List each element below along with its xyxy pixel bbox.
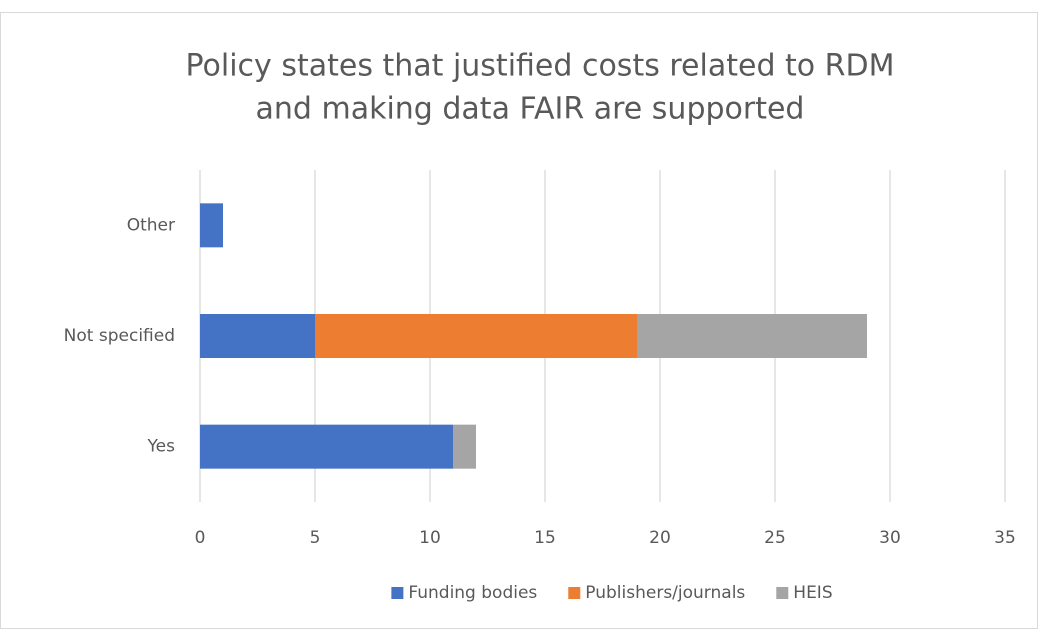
legend-label: Funding bodies xyxy=(408,583,537,603)
x-tick-label: 10 xyxy=(419,528,441,548)
bar-segment xyxy=(453,424,476,469)
x-tick-label: 5 xyxy=(310,528,321,548)
legend-swatch xyxy=(568,587,581,599)
y-tick-label: Other xyxy=(127,215,175,235)
x-tick-label: 25 xyxy=(764,528,786,548)
x-tick-label: 20 xyxy=(649,528,671,548)
chart-title: and making data FAIR are supported xyxy=(256,92,805,127)
legend-label: HEIS xyxy=(793,583,832,603)
legend-swatch xyxy=(391,587,404,599)
x-tick-label: 0 xyxy=(195,528,206,548)
bar-segment xyxy=(200,314,315,358)
x-tick-label: 30 xyxy=(879,528,901,548)
bar-segment xyxy=(200,424,453,469)
bar-segment xyxy=(315,314,637,358)
chart-title: Policy states that justified costs relat… xyxy=(186,49,895,84)
bar-segment xyxy=(637,314,867,358)
y-tick-label: Not specified xyxy=(64,326,175,346)
x-tick-label: 35 xyxy=(994,528,1016,548)
legend-label: Publishers/journals xyxy=(585,583,745,603)
legend-swatch xyxy=(776,587,789,599)
y-tick-label: Yes xyxy=(147,437,176,457)
bar-segment xyxy=(200,203,223,248)
x-tick-label: 15 xyxy=(534,528,556,548)
